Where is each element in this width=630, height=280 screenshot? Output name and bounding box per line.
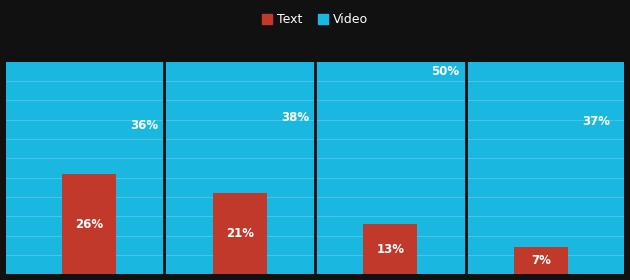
Bar bbox=[166, 62, 313, 274]
Text: 50%: 50% bbox=[432, 65, 459, 78]
Text: 21%: 21% bbox=[226, 227, 254, 240]
Text: 13%: 13% bbox=[376, 243, 404, 256]
Text: 26%: 26% bbox=[75, 218, 103, 231]
Text: 37%: 37% bbox=[582, 115, 610, 128]
Text: 36%: 36% bbox=[130, 119, 158, 132]
Bar bbox=[16, 62, 163, 274]
Text: 7%: 7% bbox=[531, 254, 551, 267]
Bar bbox=[364, 224, 417, 274]
Bar bbox=[213, 193, 266, 274]
Bar bbox=[62, 174, 116, 274]
Text: 38%: 38% bbox=[281, 111, 309, 124]
Bar bbox=[514, 247, 568, 274]
Legend: Text, Video: Text, Video bbox=[257, 8, 373, 31]
Bar bbox=[317, 62, 464, 274]
Bar bbox=[467, 62, 614, 274]
